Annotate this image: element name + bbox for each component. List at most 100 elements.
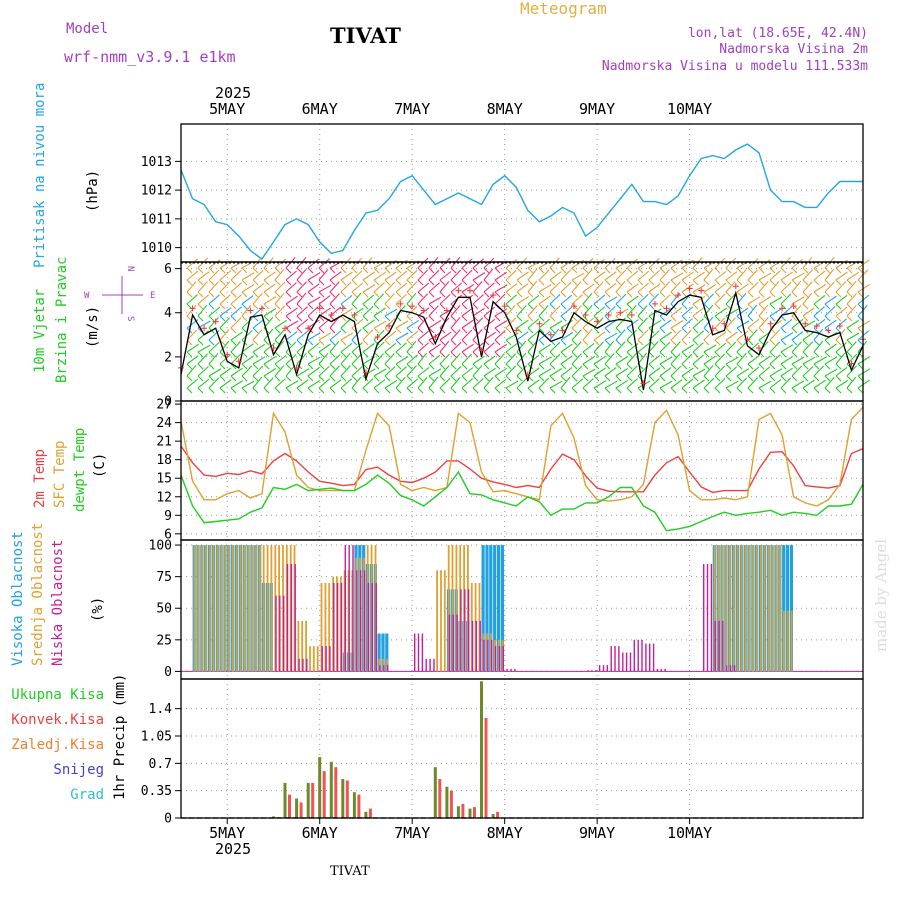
wind-gust-marker xyxy=(628,311,635,318)
wind-barb-flag xyxy=(835,339,842,346)
wind-barb-flag xyxy=(714,339,721,346)
wind-barb-flag xyxy=(538,303,545,310)
wind-barb-flag xyxy=(835,351,842,358)
wind-barb-flag xyxy=(450,363,457,370)
wind-barb xyxy=(296,318,309,329)
cloud-low-bar xyxy=(649,643,651,672)
wind-barb-flag xyxy=(307,315,314,322)
wind-barb-flag xyxy=(659,291,666,298)
wind-barb xyxy=(626,305,637,317)
wind-barb xyxy=(791,331,804,341)
wind-barb-flag xyxy=(703,291,710,298)
wind-barb-flag xyxy=(208,363,215,370)
wind-gust-marker xyxy=(536,320,543,327)
wind-barb xyxy=(593,355,607,365)
wind-barb xyxy=(846,293,857,305)
wind-barb xyxy=(252,318,265,329)
wind-barb xyxy=(560,332,574,341)
wind-barb-flag xyxy=(241,387,248,394)
precip-conv-bar xyxy=(438,779,442,818)
wind-barb xyxy=(802,320,816,329)
wind-barb xyxy=(549,380,563,389)
wind-barb-flag xyxy=(615,351,622,358)
wind-barb xyxy=(241,330,253,341)
wind-barb xyxy=(659,380,673,389)
wind-barb xyxy=(714,257,726,269)
wind-barb xyxy=(681,306,694,317)
wind-barb xyxy=(637,317,648,329)
wind-barb-flag xyxy=(516,315,523,322)
wind-barb xyxy=(582,328,593,341)
cloud-mid-bar xyxy=(235,545,238,672)
wind-barb xyxy=(428,354,441,365)
wind-barb xyxy=(329,354,341,365)
wind-barb xyxy=(791,272,805,281)
precip-total-bar xyxy=(364,811,368,818)
wind-barb xyxy=(197,271,210,281)
wind-gust-marker xyxy=(201,325,208,332)
wind-barb-flag xyxy=(329,363,336,370)
wind-barb-flag xyxy=(516,387,523,394)
cloud-low-bar xyxy=(733,665,736,672)
wind-barb-flag xyxy=(351,267,358,274)
ytick-label: 0 xyxy=(164,395,172,410)
cloud-mid-bar xyxy=(779,545,781,672)
wind-barb xyxy=(296,368,310,377)
cloud-mid-bar xyxy=(201,545,203,672)
wind-barb-flag xyxy=(439,315,446,322)
wind-barb-flag xyxy=(472,267,479,274)
wind-barb-flag xyxy=(428,351,435,358)
wind-barb-flag xyxy=(747,315,754,322)
wind-barb xyxy=(208,368,222,377)
meteogram-title: Meteogram xyxy=(520,0,607,18)
wind-barb-flag xyxy=(208,339,215,346)
wind-barb-flag xyxy=(274,279,281,286)
wind-gust-marker xyxy=(397,300,404,307)
wind-gust-marker xyxy=(594,318,601,325)
watermark: made by Angel xyxy=(872,539,890,652)
wind-barb-flag xyxy=(219,387,226,394)
wind-barb xyxy=(373,379,386,389)
wind-barb-flag xyxy=(538,315,545,322)
cloud-low-bar xyxy=(348,545,350,672)
wind-barb-flag xyxy=(703,279,710,286)
wind-barb xyxy=(582,283,595,293)
wind-barb xyxy=(593,294,606,305)
wind-barb-flag xyxy=(461,315,468,322)
wind-barb-flag xyxy=(538,267,545,274)
precip-legend-hail: Grad xyxy=(70,787,104,803)
wind-barb-flag xyxy=(813,375,820,382)
cloud-low-bar xyxy=(502,646,504,672)
wind-barb xyxy=(791,296,805,305)
wind-barb xyxy=(692,368,706,377)
wind-barb xyxy=(516,377,528,389)
wind-barb-flag xyxy=(351,291,358,298)
wind-barb xyxy=(428,320,442,329)
wind-barb-flag xyxy=(835,279,842,286)
wind-barb xyxy=(351,376,362,389)
wind-barb xyxy=(472,307,485,317)
wind-barb-flag xyxy=(813,315,820,322)
cloud-low-bar xyxy=(610,646,612,672)
wind-barb-flag xyxy=(791,327,798,334)
wind-barb-flag xyxy=(560,267,567,274)
wind-gust-marker xyxy=(339,305,346,312)
wind-barb-flag xyxy=(395,291,402,298)
cloud-mid-bar xyxy=(243,545,246,672)
wind-barb-flag xyxy=(230,327,237,334)
precip-legend-frz: Zaledj.Kisa xyxy=(11,737,104,753)
wind-barb xyxy=(692,379,705,389)
cloud-low-bar xyxy=(714,620,716,672)
wind-barb xyxy=(813,328,824,341)
wind-barb-flag xyxy=(362,303,369,310)
wind-barb-flag xyxy=(230,363,237,370)
wind-barb-flag xyxy=(549,327,556,334)
cloud-low-bar xyxy=(718,620,720,672)
wind-barb xyxy=(857,320,871,329)
wind-barb xyxy=(494,320,508,329)
wind-barb xyxy=(769,329,781,341)
wind-barb xyxy=(285,270,297,281)
wind-barb xyxy=(395,294,407,305)
